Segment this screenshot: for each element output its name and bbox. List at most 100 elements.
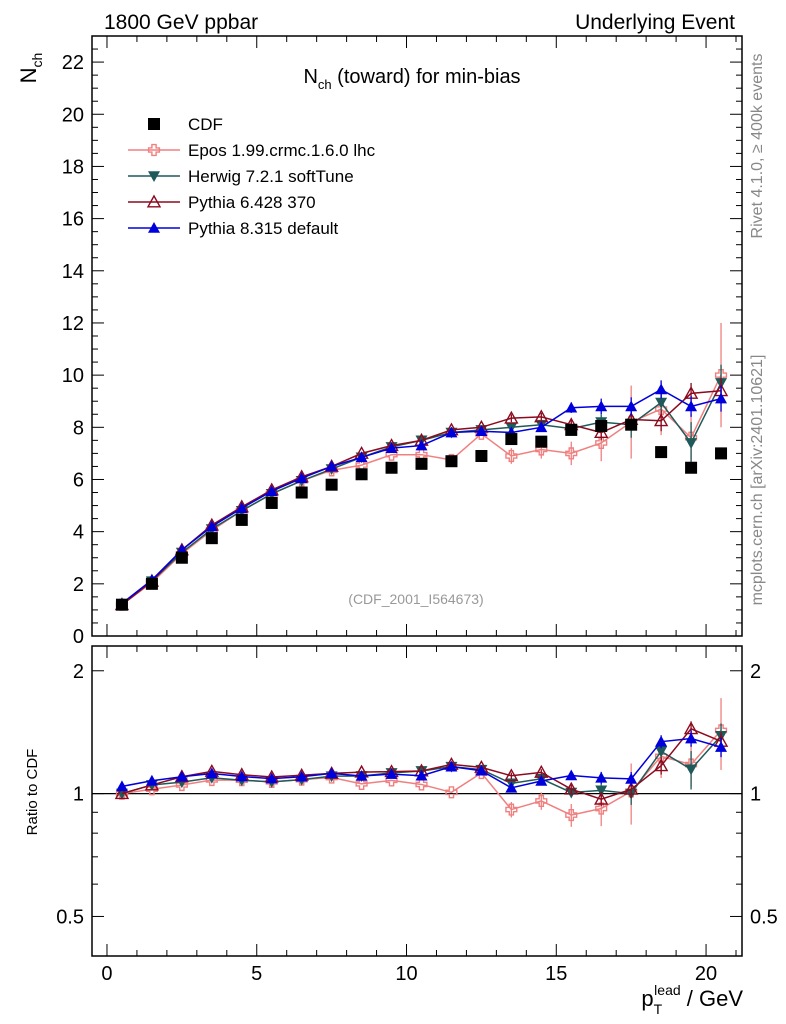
pythia-6-428-370-ratio-point bbox=[114, 786, 130, 800]
pythia-8-315-default-ratio-point bbox=[445, 760, 458, 772]
cdf-legend-label: CDF bbox=[188, 115, 223, 134]
pythia-8-315-default-point bbox=[265, 485, 278, 497]
epos-1-99-crmc-1-6-0-lhc-legend-marker-shape bbox=[147, 143, 161, 157]
y-tick-label: 12 bbox=[62, 313, 84, 335]
cdf-point bbox=[265, 496, 278, 509]
pythia-8-315-default-ratio-point bbox=[415, 769, 428, 781]
cdf-point bbox=[175, 551, 188, 564]
y-tick-label: 0 bbox=[73, 626, 84, 648]
cdf-point bbox=[535, 435, 548, 448]
pythia-8-315-default-ratio-point bbox=[505, 781, 518, 793]
side-label-mcplots: mcplots.cern.ch [arXiv:2401.10621] bbox=[749, 355, 766, 606]
pythia-8-315-default-legend-label: Pythia 8.315 default bbox=[188, 219, 339, 238]
cdf-legend-marker bbox=[148, 118, 160, 130]
pythia-8-315-default-ratio-point bbox=[355, 769, 368, 781]
header-left: 1800 GeV ppbar bbox=[104, 11, 258, 34]
epos-1-99-crmc-1-6-0-lhc-ratio-point-shape bbox=[505, 803, 518, 816]
herwig-7-2-1-softtune-point bbox=[655, 397, 668, 409]
epos-1-99-crmc-1-6-0-lhc-ratio-point-shape bbox=[445, 786, 458, 799]
cdf-point bbox=[475, 450, 488, 462]
epos-1-99-crmc-1-6-0-lhc-legend-label: Epos 1.99.crmc.1.6.0 lhc bbox=[188, 141, 376, 160]
pythia-8-315-default-point bbox=[325, 460, 338, 472]
y-tick-label: 8 bbox=[73, 417, 84, 439]
epos-1-99-crmc-1-6-0-lhc-point bbox=[505, 449, 518, 463]
epos-1-99-crmc-1-6-0-lhc-point-shape bbox=[595, 436, 608, 450]
epos-1-99-crmc-1-6-0-lhc-point bbox=[565, 447, 578, 460]
pythia-8-315-default-ratio-point bbox=[625, 772, 638, 784]
y-tick-label: 10 bbox=[62, 365, 84, 387]
ratio-tick-label-right: 2 bbox=[750, 661, 761, 683]
y-tick-label: 14 bbox=[62, 261, 84, 283]
pythia-8-315-default-legend-marker bbox=[148, 222, 160, 233]
epos-1-99-crmc-1-6-0-lhc-ratio-point-shape bbox=[655, 750, 668, 763]
pythia-8-315-default-point bbox=[565, 401, 578, 413]
pythia-8-315-default-ratio-point bbox=[205, 767, 218, 779]
y-tick-label: 2 bbox=[73, 574, 84, 596]
pythia-8-315-default-ratio-point bbox=[535, 774, 548, 786]
cdf-point bbox=[295, 486, 308, 499]
pythia-6-428-370-legend-label: Pythia 6.428 370 bbox=[188, 193, 316, 212]
pythia-6-428-370-ratio-point bbox=[653, 758, 669, 772]
pythia-8-315-default-ratio-point bbox=[325, 767, 338, 779]
epos-1-99-crmc-1-6-0-lhc-ratio-point-shape bbox=[595, 802, 608, 815]
pythia-8-315-default-ratio-point bbox=[235, 770, 248, 782]
cdf-point bbox=[385, 461, 398, 474]
pythia-8-315-default-point bbox=[295, 472, 308, 483]
ratio-tick-label-left: 2 bbox=[73, 661, 84, 683]
pythia-8-315-default-ratio-point bbox=[115, 780, 128, 792]
epos-1-99-crmc-1-6-0-lhc-ratio-line bbox=[121, 729, 722, 816]
pythia-8-315-default-ratio-point bbox=[475, 764, 488, 776]
pythia-6-428-370-point bbox=[504, 410, 519, 424]
epos-1-99-crmc-1-6-0-lhc-point bbox=[595, 436, 608, 450]
x-tick-label: 15 bbox=[545, 963, 567, 985]
cdf-point bbox=[715, 447, 728, 460]
pythia-8-315-default-ratio-point bbox=[655, 735, 668, 747]
epos-1-99-crmc-1-6-0-lhc-point-shape bbox=[565, 447, 578, 460]
cdf-point bbox=[205, 532, 218, 545]
cdf-point bbox=[505, 433, 518, 446]
pythia-8-315-default-point bbox=[535, 421, 548, 433]
cdf-point bbox=[445, 455, 458, 468]
ratio-panel: 0 5 10 15 20 0.5 0.5 1 1 2 2 bbox=[56, 645, 778, 985]
pythia-8-315-default-point bbox=[715, 392, 728, 404]
side-label-rivet: Rivet 4.1.0, ≥ 400k events bbox=[749, 54, 766, 239]
cdf-point bbox=[655, 446, 668, 459]
cdf-point bbox=[625, 418, 638, 431]
cdf-point bbox=[415, 457, 428, 470]
pythia-8-315-default-point bbox=[445, 426, 458, 438]
cdf-point bbox=[325, 478, 338, 491]
cdf-point bbox=[235, 513, 248, 526]
cdf-point bbox=[565, 423, 578, 436]
pythia-8-315-default-point bbox=[205, 520, 218, 532]
herwig-7-2-1-softtune-legend-marker bbox=[148, 171, 160, 182]
pythia-8-315-default-ratio-point bbox=[685, 732, 698, 744]
pythia-8-315-default-point bbox=[385, 442, 398, 453]
y-tick-label: 18 bbox=[62, 156, 84, 178]
watermark: (CDF_2001_I564673) bbox=[348, 591, 483, 607]
pythia-8-315-default-ratio-point bbox=[385, 768, 398, 779]
ratio-y-label: Ratio to CDF bbox=[24, 749, 41, 836]
pythia-6-428-370-point bbox=[653, 413, 669, 427]
herwig-7-2-1-softtune-ratio-point bbox=[655, 746, 668, 758]
pythia-8-315-default-point bbox=[355, 451, 368, 463]
pythia-6-428-370-ratio-point bbox=[594, 791, 609, 805]
pythia-8-315-default-ratio-point bbox=[295, 770, 308, 782]
epos-1-99-crmc-1-6-0-lhc-ratio-point bbox=[595, 802, 608, 815]
cdf-point bbox=[115, 598, 128, 611]
epos-1-99-crmc-1-6-0-lhc-point-shape bbox=[505, 449, 518, 463]
herwig-7-2-1-softtune-legend-label: Herwig 7.2.1 softTune bbox=[188, 167, 354, 186]
x-tick-label: 5 bbox=[251, 963, 262, 985]
ratio-frame bbox=[91, 645, 743, 957]
pythia-6-428-370-legend-marker bbox=[146, 194, 162, 208]
pythia-8-315-default-point bbox=[415, 439, 428, 451]
pythia-8-315-default-point bbox=[685, 400, 698, 412]
pythia-6-428-370-ratio-point bbox=[564, 781, 579, 795]
cdf-point bbox=[685, 461, 698, 474]
ratio-tick-label-right: 1 bbox=[750, 784, 761, 806]
cdf-point bbox=[355, 468, 368, 481]
epos-1-99-crmc-1-6-0-lhc-ratio-point-shape bbox=[355, 777, 368, 790]
pythia-6-428-370-ratio-point bbox=[504, 768, 519, 782]
chart-title: Nch (toward) for min-bias bbox=[303, 66, 520, 92]
ratio-tick-label-left: 0.5 bbox=[56, 906, 84, 928]
